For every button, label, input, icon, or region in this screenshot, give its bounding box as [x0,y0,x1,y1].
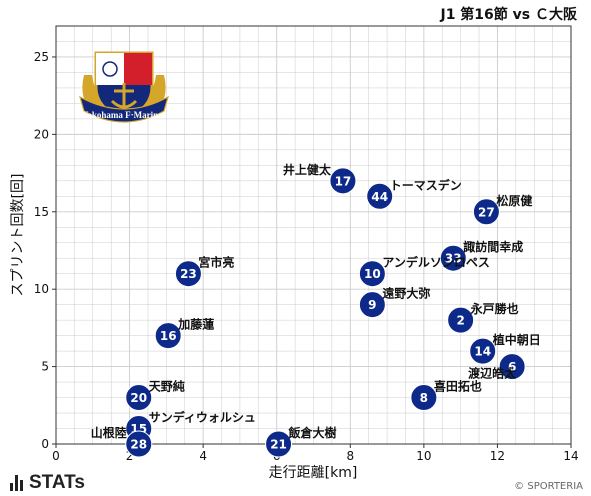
player-marker [447,306,475,334]
player-marker [154,322,182,350]
player-name-label: 植中朝日 [492,332,541,347]
stats-logo: STATs [10,472,85,494]
grid-lines [55,25,572,445]
player-name-label: 加藤蓮 [177,317,214,332]
player-number: 17 [335,174,352,188]
y-tick-label: 15 [34,205,49,219]
stats-bars-icon [10,475,24,491]
y-tick-label: 20 [34,127,49,141]
player-marker [329,167,357,195]
player-number: 14 [474,345,491,359]
player-name-label: 井上健太 [283,162,332,177]
x-tick-label: 14 [563,449,578,463]
player-name-label: トーマスデン [390,177,462,192]
player-point: 8 喜田拓也 [410,379,482,412]
player-number: 20 [130,391,147,405]
player-number: 44 [371,190,388,204]
player-marker [358,291,386,319]
player-name-label: 松原健 [496,193,533,208]
player-marker [410,384,438,412]
player-marker [125,384,153,412]
player-marker [358,260,386,288]
player-number: 6 [508,360,516,374]
player-name-label: 飯倉大樹 [288,425,337,440]
player-name-label: 遠野大弥 [382,286,430,301]
player-number: 23 [180,267,197,281]
y-axis-label: スプリント回数[回] [10,174,26,297]
player-name-label: アンデルソンロペス [382,255,490,270]
y-tick-label: 5 [41,360,49,374]
player-marker [469,337,497,365]
player-number: 28 [130,438,147,452]
player-number: 10 [364,267,381,281]
x-tick-label: 8 [346,449,354,463]
match-title: J1 第16節 vs Ｃ大阪 [440,7,577,23]
axis-ticks: 0 2 4 6 8 10 12 14 0 5 10 15 20 25 [34,50,579,463]
player-number: 27 [478,205,495,219]
player-marker [125,430,153,458]
player-point: 9 遠野大弥 [358,286,430,319]
x-tick-label: 12 [490,449,505,463]
player-marker [498,353,526,381]
player-number: 16 [160,329,177,343]
player-number: 2 [456,314,464,328]
x-tick-label: 10 [416,449,431,463]
player-point: 2 永戸勝也 [447,301,519,334]
player-name-label: 天野純 [149,379,185,394]
x-tick-label: 0 [52,449,60,463]
plot-frame [55,25,572,445]
stats-brand-text: STATs [29,472,85,493]
y-tick-label: 25 [34,50,49,64]
player-name-label: 山根陸 [91,425,127,440]
player-number: 21 [270,438,287,452]
player-name-label: 諏訪間幸成 [463,239,523,254]
player-marker [439,244,467,272]
player-number: 9 [368,298,376,312]
player-name-label: 永戸勝也 [470,301,519,316]
player-marker [472,198,500,226]
player-name-label: 喜田拓也 [434,379,482,394]
player-name-label: サンディウォルシュ [149,410,256,425]
x-tick-label: 4 [199,449,207,463]
x-tick-label: 2 [126,449,134,463]
player-marker [174,260,202,288]
player-marker [366,182,394,210]
player-marker [265,430,293,458]
player-number: 33 [445,252,462,266]
player-number: 8 [420,391,428,405]
x-axis-label: 走行距離[km] [269,464,358,481]
team-logo: Yokohama F·Marinos [79,51,169,123]
logo-text: Yokohama F·Marinos [82,110,167,120]
y-tick-label: 0 [41,437,49,451]
player-name-label: 宮市亮 [198,255,234,270]
copyright-credit: © SPORTERIA [514,481,583,492]
player-name-label: 渡辺皓太 [468,366,517,381]
y-tick-label: 10 [34,282,49,296]
